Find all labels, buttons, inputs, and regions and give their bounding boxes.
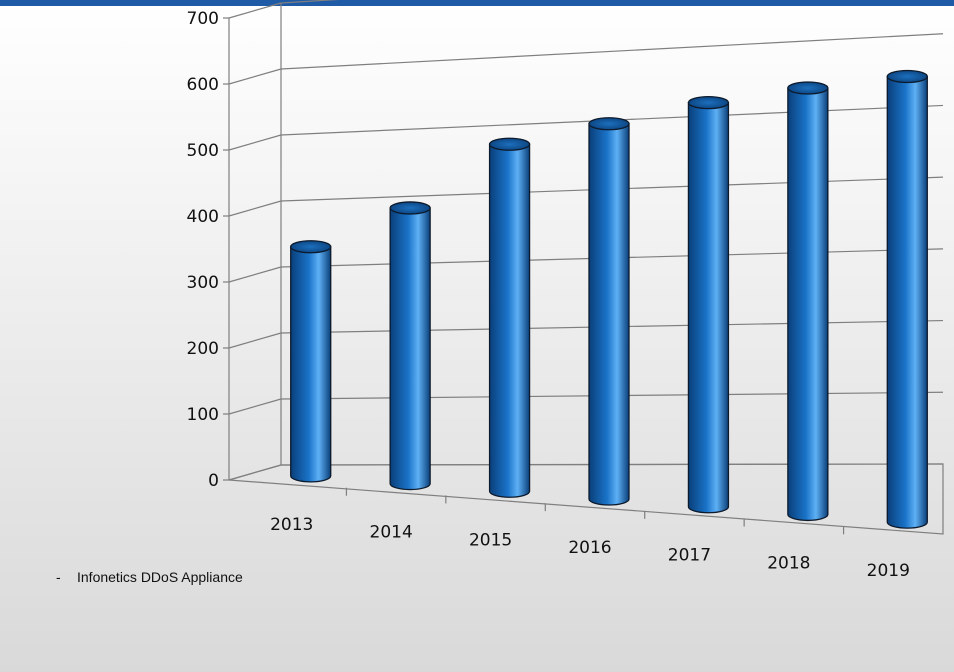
x-tick-label: 2019 (867, 561, 910, 581)
gridline-side (228, 398, 282, 415)
y-tick-label: 300 (187, 273, 219, 293)
bar-2019 (886, 69, 928, 529)
x-tick-label: 2013 (270, 515, 313, 535)
bar-body (588, 123, 630, 506)
bar-2016 (588, 117, 630, 506)
y-axis-tick-labels: 0 100 200 300 400 500 600 700 (187, 9, 219, 491)
gridline-side (228, 464, 282, 481)
x-tick-label: 2016 (568, 538, 611, 558)
gridline-side (228, 134, 282, 151)
gridline-side (228, 332, 282, 349)
gridline (280, 33, 944, 70)
bar-2015 (488, 137, 531, 498)
x-tick-label: 2017 (668, 546, 711, 566)
y-tick-label: 500 (187, 141, 219, 161)
bar-body (290, 246, 332, 483)
bar-cap (787, 81, 829, 95)
y-tick-label: 0 (208, 471, 219, 491)
bar-body (488, 143, 531, 498)
bar-2013 (290, 240, 332, 483)
top-border-stripe (0, 0, 954, 6)
x-axis-category-labels: 2013 2014 2015 2016 2017 2018 2019 (270, 515, 910, 581)
source-text: Infonetics DDoS Appliance (77, 569, 243, 585)
bar-2018 (787, 81, 829, 522)
y-tick-label: 400 (187, 207, 219, 227)
x-tick-label: 2015 (469, 530, 512, 550)
y-tick-label: 200 (187, 339, 219, 359)
x-tick-label: 2018 (767, 553, 810, 573)
bar-cap (290, 240, 332, 254)
bar-series (290, 69, 928, 529)
bar-body (787, 87, 829, 522)
gridline-side (228, 68, 282, 85)
source-bullet: - (56, 569, 61, 585)
gridline-side (228, 200, 282, 217)
bar-body (687, 101, 730, 514)
y-tick-label: 600 (187, 75, 219, 95)
y-tick-label: 700 (187, 9, 219, 29)
y-tick-label: 100 (187, 405, 219, 425)
bar-2017 (687, 95, 730, 514)
bar-cap (886, 69, 928, 84)
x-tick-label: 2014 (370, 523, 413, 543)
bar-2014 (389, 201, 431, 491)
source-note: - Infonetics DDoS Appliance (56, 569, 243, 585)
bar-cap (389, 201, 431, 215)
bar-cap (488, 137, 531, 151)
bar-cap (588, 117, 630, 131)
bar-cap (687, 95, 730, 110)
gridline-side (228, 2, 282, 19)
gridline-side (228, 266, 282, 283)
bar-body (389, 207, 431, 491)
bar-body (886, 75, 928, 529)
